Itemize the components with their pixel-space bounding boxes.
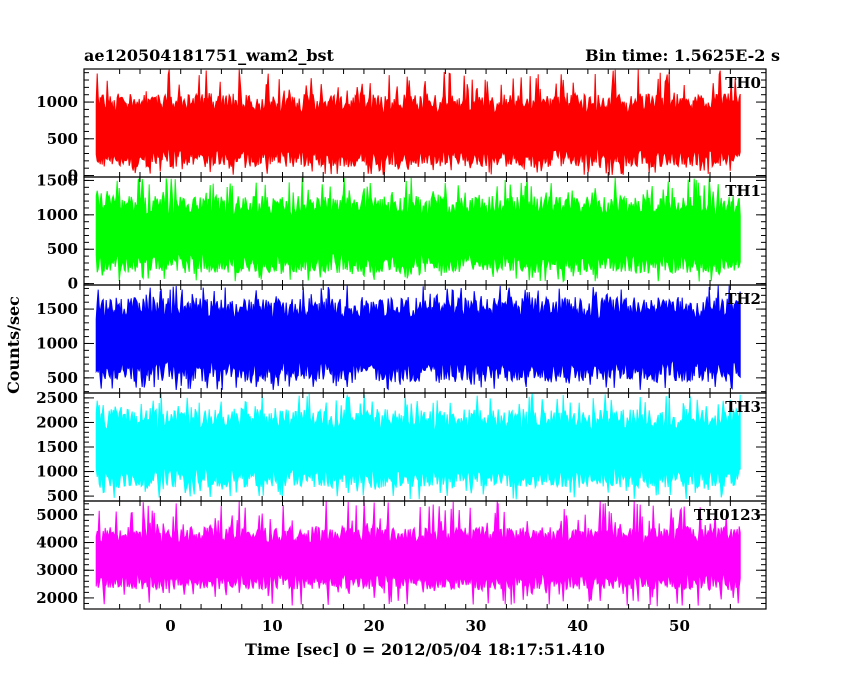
panel-th0123: 2000 3000 4000 5000 TH0123 [36,500,767,610]
y-tick-label: 0 [68,275,78,293]
y-tick-label: 500 [47,240,78,258]
y-tick-label: 1500 [36,438,78,456]
series-th0123 [95,501,741,607]
chart-title: ae120504181751_wam2_bst [84,46,335,65]
series-th0 [95,69,741,176]
y-tick-label: 1000 [36,93,78,111]
y-tick-label: 1000 [36,206,78,224]
x-tick-label: 50 [669,617,690,635]
y-tick-label: 5000 [36,506,78,524]
y-axis-label: Counts/sec [4,296,23,394]
x-tick-label: 20 [364,617,385,635]
series-th1 [95,177,741,283]
y-tick-label: 2500 [36,389,78,407]
panel-label: TH0123 [694,506,761,524]
panel-th2: 500 1000 1500 TH2 [36,284,767,394]
y-tick-label: 2000 [36,413,78,431]
y-tick-label: 3000 [36,561,78,579]
y-tick-label: 4000 [36,534,78,552]
y-tick-label: 1000 [36,334,78,352]
x-axis-label: Time [sec] 0 = 2012/05/04 18:17:51.410 [245,640,605,659]
y-tick-label: 1500 [36,300,78,318]
x-tick-label: 30 [465,617,486,635]
panel-label: TH1 [725,182,761,200]
y-tick-label: 2000 [36,589,78,607]
series-th2 [95,285,741,391]
y-tick-label: 1500 [36,171,78,189]
y-tick-label: 500 [47,487,78,505]
y-tick-label: 500 [47,130,78,148]
panel-th0: 0 500 1000 TH0 [36,68,767,185]
panel-label: TH3 [725,398,761,416]
panel-th3: 500 1000 1500 2000 2500 TH3 [36,389,767,505]
y-tick-label: 1000 [36,463,78,481]
panel-th1: 0 500 1000 1500 TH1 [36,171,767,293]
x-tick-label: 40 [567,617,588,635]
x-tick-label: 10 [262,617,283,635]
panel-label: TH2 [725,290,761,308]
series-th3 [95,393,741,500]
y-tick-label: 500 [47,369,78,387]
bin-time-label: Bin time: 1.5625E-2 s [585,46,780,65]
panel-label: TH0 [725,74,761,92]
x-tick-label: 0 [165,617,175,635]
y-tick-label: 0 [68,167,78,185]
